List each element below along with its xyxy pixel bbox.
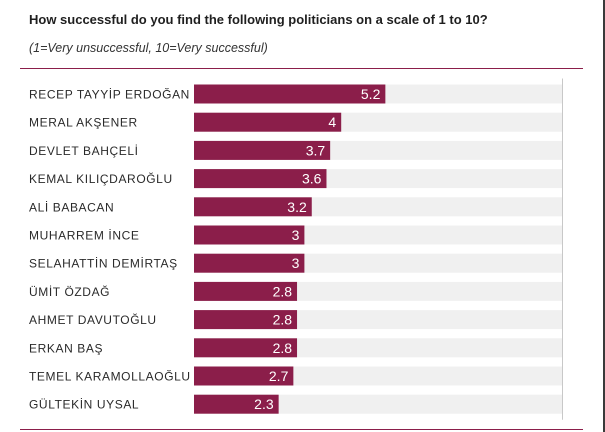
data-label: 3 bbox=[292, 227, 300, 243]
category-label: DEVLET BAHÇELİ bbox=[29, 144, 139, 158]
bar bbox=[194, 112, 342, 132]
bar bbox=[194, 394, 279, 414]
data-label: 2.7 bbox=[269, 368, 289, 384]
window-edge bbox=[603, 0, 605, 432]
category-label: ALİ BABACAN bbox=[29, 200, 114, 214]
category-label: KEMAL KILIÇDAROĞLU bbox=[29, 171, 173, 186]
bar bbox=[194, 281, 298, 301]
category-label: MUHARREM İNCE bbox=[29, 229, 139, 243]
bar bbox=[194, 253, 305, 273]
bar bbox=[194, 225, 305, 245]
data-label: 3.7 bbox=[306, 142, 326, 158]
bar bbox=[194, 197, 312, 217]
chart-subtitle: (1=Very unsuccessful, 10=Very successful… bbox=[29, 41, 268, 55]
data-label: 2.8 bbox=[273, 312, 293, 328]
bar bbox=[194, 84, 386, 104]
bottom-divider bbox=[20, 429, 583, 430]
category-label: RECEP TAYYİP ERDOĞAN bbox=[29, 87, 190, 102]
data-label: 3 bbox=[292, 255, 300, 271]
bar bbox=[194, 140, 331, 160]
category-label: MERAL AKŞENER bbox=[29, 116, 138, 130]
data-label: 3.6 bbox=[302, 171, 322, 187]
data-label: 5.2 bbox=[361, 86, 381, 102]
data-label: 2.3 bbox=[254, 396, 274, 412]
category-label: ERKAN BAŞ bbox=[29, 341, 103, 355]
category-label: ÜMİT ÖZDAĞ bbox=[29, 284, 110, 299]
category-label: TEMEL KARAMOLLAOĞLU bbox=[29, 369, 191, 384]
top-divider bbox=[20, 68, 583, 69]
data-label: 2.8 bbox=[273, 283, 293, 299]
data-label: 3.2 bbox=[287, 199, 307, 215]
bar-track bbox=[194, 394, 562, 414]
category-label: GÜLTEKİN UYSAL bbox=[29, 398, 139, 412]
category-label: SELAHATTİN DEMİRTAŞ bbox=[29, 257, 178, 271]
category-label: AHMET DAVUTOĞLU bbox=[29, 312, 157, 327]
chart-title: How successful do you find the following… bbox=[29, 12, 488, 27]
data-label: 4 bbox=[328, 114, 336, 130]
bar bbox=[194, 338, 298, 358]
bar bbox=[194, 366, 294, 386]
bar bbox=[194, 169, 327, 189]
data-label: 2.8 bbox=[273, 340, 293, 356]
bar bbox=[194, 310, 298, 330]
